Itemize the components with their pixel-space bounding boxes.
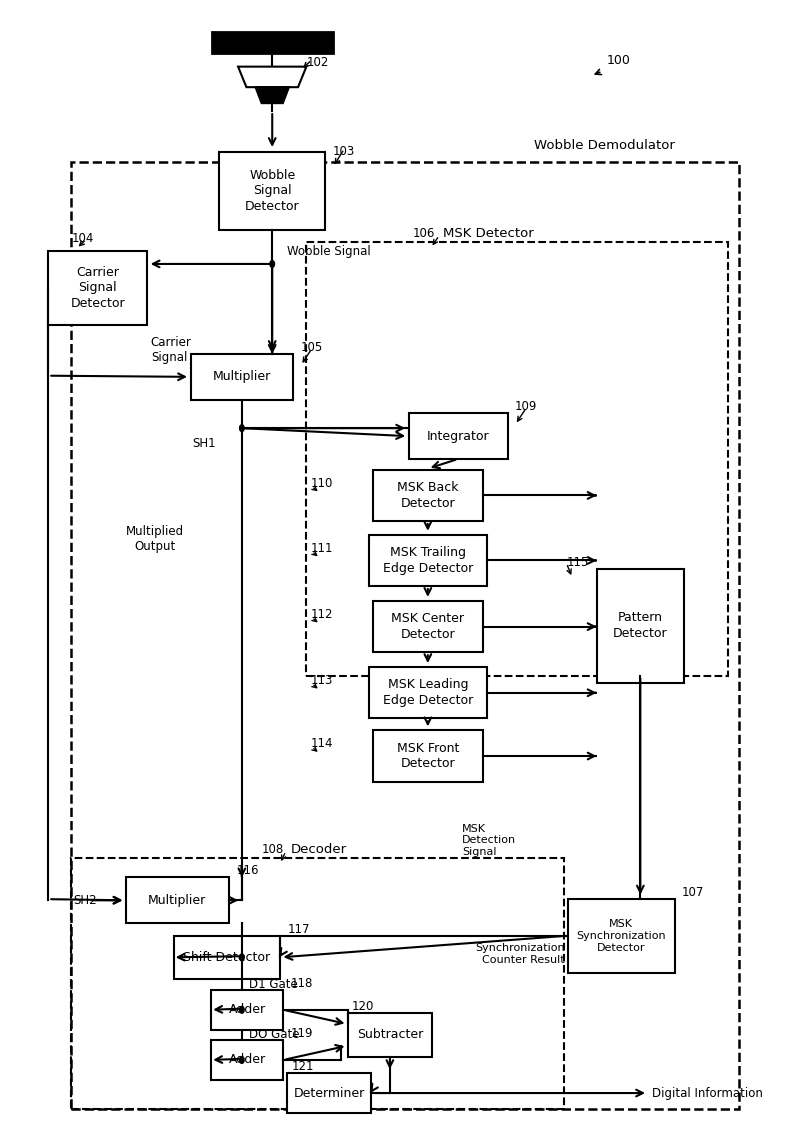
Text: Carrier
Signal: Carrier Signal bbox=[151, 337, 192, 364]
Text: MSK Trailing
Edge Detector: MSK Trailing Edge Detector bbox=[382, 547, 473, 574]
FancyBboxPatch shape bbox=[348, 1013, 431, 1057]
Polygon shape bbox=[256, 87, 289, 103]
Text: Multiplier: Multiplier bbox=[148, 894, 206, 906]
Text: SH2: SH2 bbox=[73, 894, 97, 906]
Text: 105: 105 bbox=[301, 342, 323, 354]
Circle shape bbox=[239, 953, 244, 960]
Text: Adder: Adder bbox=[228, 1003, 266, 1017]
FancyBboxPatch shape bbox=[287, 1073, 371, 1113]
Text: 116: 116 bbox=[236, 864, 259, 878]
FancyBboxPatch shape bbox=[373, 730, 483, 782]
Text: 107: 107 bbox=[682, 886, 704, 898]
Text: Multiplied
Output: Multiplied Output bbox=[125, 525, 183, 552]
Text: Adder: Adder bbox=[228, 1053, 266, 1067]
Text: 111: 111 bbox=[310, 542, 333, 555]
Text: 100: 100 bbox=[606, 54, 630, 66]
Text: 120: 120 bbox=[352, 1000, 375, 1013]
Text: 119: 119 bbox=[291, 1027, 313, 1041]
Text: Pattern
Detector: Pattern Detector bbox=[613, 612, 667, 639]
FancyBboxPatch shape bbox=[409, 414, 508, 458]
FancyBboxPatch shape bbox=[219, 152, 325, 229]
Text: Wobble Signal: Wobble Signal bbox=[287, 245, 371, 258]
Circle shape bbox=[239, 1006, 244, 1013]
Text: 121: 121 bbox=[291, 1060, 314, 1073]
Circle shape bbox=[239, 1057, 244, 1063]
Text: 104: 104 bbox=[72, 233, 94, 245]
FancyBboxPatch shape bbox=[369, 667, 486, 719]
Text: 106: 106 bbox=[413, 227, 435, 240]
FancyBboxPatch shape bbox=[48, 251, 147, 325]
Text: 101: 101 bbox=[287, 37, 310, 49]
Text: 117: 117 bbox=[287, 923, 310, 935]
Text: 112: 112 bbox=[310, 607, 333, 621]
FancyBboxPatch shape bbox=[211, 990, 283, 1030]
FancyBboxPatch shape bbox=[568, 898, 674, 973]
Text: MSK Front
Detector: MSK Front Detector bbox=[397, 741, 459, 770]
Polygon shape bbox=[238, 66, 306, 87]
FancyBboxPatch shape bbox=[190, 354, 293, 400]
Text: 109: 109 bbox=[515, 400, 538, 414]
Text: DO Gate: DO Gate bbox=[249, 1028, 300, 1042]
Text: Carrier
Signal
Detector: Carrier Signal Detector bbox=[70, 266, 125, 309]
Text: Determiner: Determiner bbox=[294, 1086, 365, 1099]
Text: MSK Detector: MSK Detector bbox=[443, 227, 534, 240]
FancyBboxPatch shape bbox=[212, 32, 333, 53]
Text: 110: 110 bbox=[310, 477, 333, 489]
Text: Wobble
Signal
Detector: Wobble Signal Detector bbox=[245, 168, 300, 213]
Text: Synchronization
Counter Result: Synchronization Counter Result bbox=[475, 943, 564, 965]
Text: Multiplier: Multiplier bbox=[212, 370, 271, 384]
FancyBboxPatch shape bbox=[211, 1041, 283, 1080]
Text: Subtracter: Subtracter bbox=[357, 1028, 423, 1042]
Text: Digital Information: Digital Information bbox=[652, 1086, 763, 1099]
Text: 113: 113 bbox=[310, 674, 333, 688]
Text: 114: 114 bbox=[310, 737, 333, 751]
FancyBboxPatch shape bbox=[373, 470, 483, 521]
Circle shape bbox=[239, 425, 244, 432]
Text: MSK Center
Detector: MSK Center Detector bbox=[391, 612, 464, 641]
FancyBboxPatch shape bbox=[369, 535, 486, 586]
Text: Decoder: Decoder bbox=[291, 842, 347, 856]
Text: SH1: SH1 bbox=[193, 438, 216, 450]
Text: 118: 118 bbox=[291, 976, 313, 990]
Text: D1 Gate: D1 Gate bbox=[249, 978, 298, 991]
Text: MSK Back
Detector: MSK Back Detector bbox=[397, 481, 459, 510]
Text: MSK
Synchronization
Detector: MSK Synchronization Detector bbox=[577, 919, 666, 952]
Text: 103: 103 bbox=[333, 144, 355, 158]
Text: 102: 102 bbox=[306, 55, 329, 69]
Text: 108: 108 bbox=[261, 842, 283, 856]
FancyBboxPatch shape bbox=[174, 935, 280, 979]
FancyBboxPatch shape bbox=[126, 878, 228, 924]
Text: 115: 115 bbox=[567, 556, 589, 568]
Circle shape bbox=[270, 260, 275, 267]
FancyBboxPatch shape bbox=[597, 568, 684, 683]
Text: Wobble Demodulator: Wobble Demodulator bbox=[534, 139, 675, 152]
Text: MSK Leading
Edge Detector: MSK Leading Edge Detector bbox=[382, 678, 473, 707]
Text: Integrator: Integrator bbox=[427, 430, 490, 442]
FancyBboxPatch shape bbox=[373, 601, 483, 652]
Text: MSK
Detection
Signal: MSK Detection Signal bbox=[462, 824, 516, 857]
Text: Shift Detector: Shift Detector bbox=[183, 951, 270, 964]
